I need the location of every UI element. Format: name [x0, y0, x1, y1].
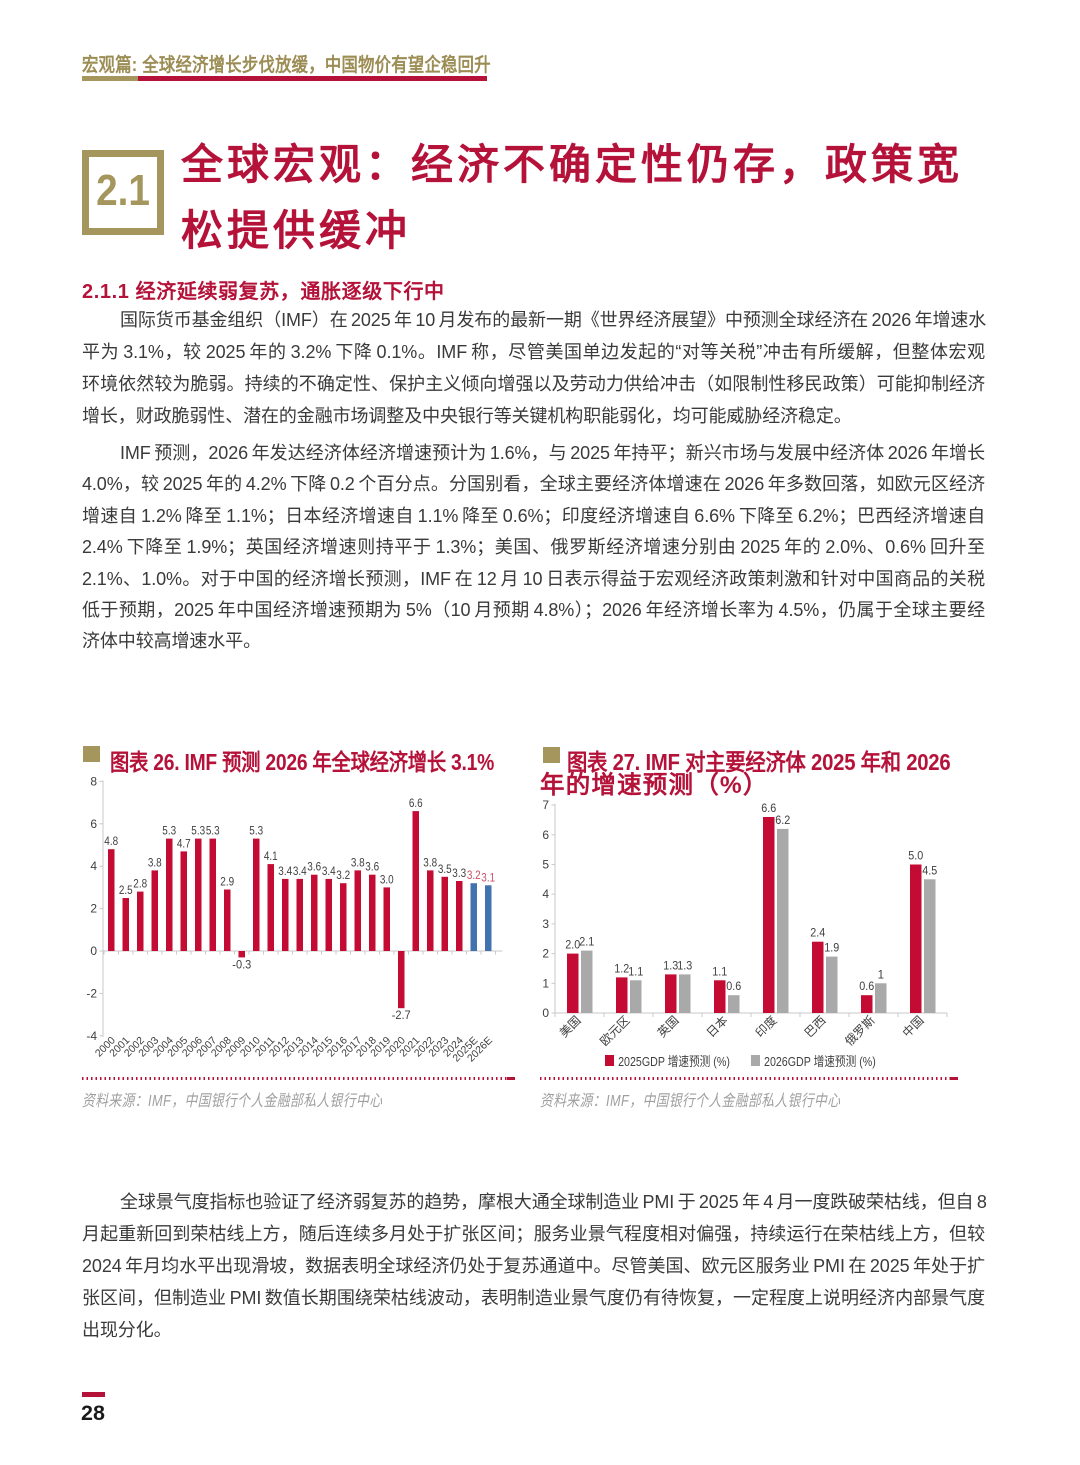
svg-text:3.2: 3.2: [467, 870, 481, 882]
svg-text:-4: -4: [86, 1029, 97, 1043]
svg-text:3.8: 3.8: [148, 857, 162, 869]
svg-text:4.1: 4.1: [264, 851, 278, 863]
svg-text:6: 6: [542, 828, 549, 842]
svg-text:0.6: 0.6: [859, 981, 874, 993]
svg-text:3.4: 3.4: [278, 866, 292, 878]
svg-text:4: 4: [542, 887, 549, 901]
svg-text:5.3: 5.3: [191, 826, 205, 838]
svg-text:欧元区: 欧元区: [597, 1013, 632, 1048]
svg-text:1.2: 1.2: [614, 963, 629, 975]
svg-text:2.8: 2.8: [133, 879, 147, 891]
svg-text:印度: 印度: [752, 1013, 780, 1041]
svg-text:中国: 中国: [899, 1013, 927, 1041]
svg-text:6.2: 6.2: [775, 815, 790, 827]
svg-text:1.9: 1.9: [824, 943, 839, 955]
svg-text:0: 0: [90, 944, 97, 958]
svg-text:3.5: 3.5: [438, 864, 452, 876]
svg-text:1.1: 1.1: [712, 966, 727, 978]
svg-text:3.0: 3.0: [380, 874, 394, 886]
svg-text:2: 2: [542, 947, 549, 961]
svg-text:1.3: 1.3: [663, 960, 678, 972]
svg-text:4.5: 4.5: [922, 865, 937, 877]
svg-text:3.3: 3.3: [452, 868, 466, 880]
svg-text:3.6: 3.6: [365, 862, 379, 874]
svg-text:3.1: 3.1: [481, 872, 495, 884]
svg-text:6.6: 6.6: [409, 798, 423, 810]
svg-text:7: 7: [542, 798, 549, 812]
svg-text:3.6: 3.6: [307, 862, 321, 874]
svg-text:6.6: 6.6: [761, 803, 776, 815]
svg-text:巴西: 巴西: [802, 1013, 829, 1040]
svg-text:美国: 美国: [557, 1013, 584, 1040]
svg-text:英国: 英国: [655, 1013, 682, 1040]
svg-text:6: 6: [90, 817, 97, 831]
svg-text:3: 3: [542, 917, 549, 931]
svg-text:5: 5: [542, 858, 549, 872]
svg-text:4.8: 4.8: [104, 836, 118, 848]
svg-text:5.3: 5.3: [249, 826, 263, 838]
svg-text:5.0: 5.0: [908, 851, 923, 863]
svg-text:5.3: 5.3: [206, 826, 220, 838]
svg-text:2.4: 2.4: [810, 928, 826, 940]
svg-text:3.8: 3.8: [351, 857, 365, 869]
svg-text:1.3: 1.3: [677, 960, 692, 972]
svg-text:2.1: 2.1: [579, 937, 594, 949]
svg-text:0.6: 0.6: [726, 981, 741, 993]
svg-text:4.7: 4.7: [177, 838, 191, 850]
svg-text:1.1: 1.1: [628, 966, 643, 978]
svg-text:2.0: 2.0: [565, 940, 580, 952]
svg-text:1: 1: [878, 969, 884, 981]
svg-text:0: 0: [542, 1006, 549, 1020]
svg-text:4: 4: [90, 859, 97, 873]
svg-text:俄罗斯: 俄罗斯: [842, 1013, 877, 1048]
svg-text:2.9: 2.9: [220, 877, 234, 889]
svg-text:2.5: 2.5: [119, 885, 133, 897]
svg-text:8: 8: [90, 775, 97, 788]
svg-text:3.4: 3.4: [322, 866, 336, 878]
svg-text:-0.3: -0.3: [232, 959, 251, 971]
svg-text:3.2: 3.2: [336, 870, 350, 882]
svg-text:-2.7: -2.7: [392, 1010, 411, 1022]
svg-text:5.3: 5.3: [162, 826, 176, 838]
svg-text:日本: 日本: [704, 1013, 731, 1040]
svg-text:3.8: 3.8: [423, 857, 437, 869]
svg-text:1: 1: [542, 976, 549, 990]
svg-text:3.4: 3.4: [293, 866, 307, 878]
svg-text:2: 2: [90, 902, 97, 916]
svg-text:-2: -2: [86, 986, 97, 1000]
